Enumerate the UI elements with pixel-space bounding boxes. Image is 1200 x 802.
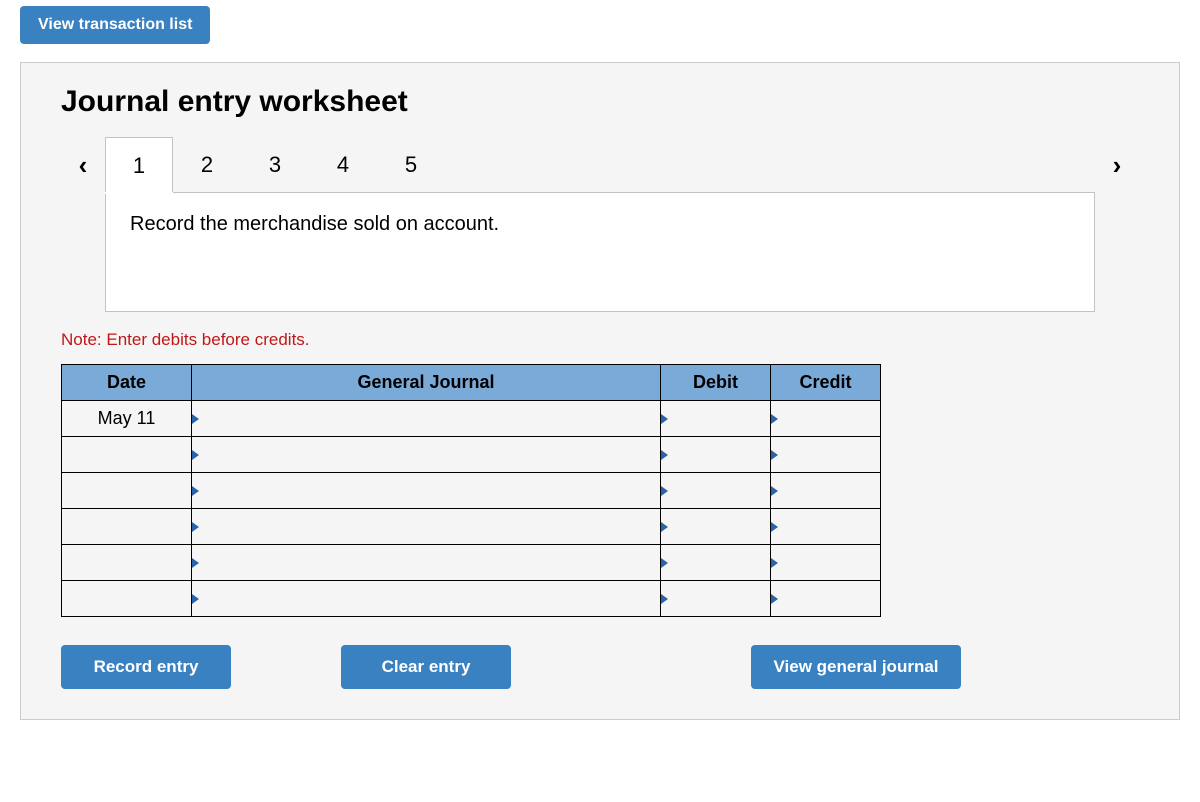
record-entry-button[interactable]: Record entry bbox=[61, 645, 231, 689]
dropdown-marker-icon bbox=[771, 414, 778, 424]
dropdown-marker-icon bbox=[661, 486, 668, 496]
cell-general-journal[interactable] bbox=[192, 509, 661, 545]
dropdown-marker-icon bbox=[771, 558, 778, 568]
dropdown-marker-icon bbox=[661, 522, 668, 532]
cell-debit[interactable] bbox=[661, 509, 771, 545]
table-row: May 11 bbox=[62, 401, 881, 437]
dropdown-marker-icon bbox=[771, 594, 778, 604]
worksheet-tab-row: ‹ 1 2 3 4 5 › bbox=[61, 137, 1139, 193]
dropdown-marker-icon bbox=[192, 594, 199, 604]
dropdown-marker-icon bbox=[192, 486, 199, 496]
cell-date[interactable] bbox=[62, 437, 192, 473]
cell-credit[interactable] bbox=[771, 473, 881, 509]
table-row bbox=[62, 473, 881, 509]
cell-general-journal[interactable] bbox=[192, 401, 661, 437]
tab-5[interactable]: 5 bbox=[377, 137, 445, 193]
tab-nav-next[interactable]: › bbox=[1095, 137, 1139, 193]
journal-entry-table: Date General Journal Debit Credit May 11 bbox=[61, 364, 881, 617]
cell-credit[interactable] bbox=[771, 401, 881, 437]
cell-debit[interactable] bbox=[661, 473, 771, 509]
col-header-general-journal: General Journal bbox=[192, 365, 661, 401]
entry-prompt: Record the merchandise sold on account. bbox=[105, 192, 1095, 312]
table-header-row: Date General Journal Debit Credit bbox=[62, 365, 881, 401]
dropdown-marker-icon bbox=[661, 414, 668, 424]
cell-general-journal[interactable] bbox=[192, 581, 661, 617]
dropdown-marker-icon bbox=[771, 450, 778, 460]
table-row bbox=[62, 437, 881, 473]
dropdown-marker-icon bbox=[771, 522, 778, 532]
cell-date[interactable] bbox=[62, 509, 192, 545]
cell-debit[interactable] bbox=[661, 401, 771, 437]
dropdown-marker-icon bbox=[661, 450, 668, 460]
journal-entry-worksheet-panel: Journal entry worksheet ‹ 1 2 3 4 5 › Re… bbox=[20, 62, 1180, 720]
dropdown-marker-icon bbox=[192, 414, 199, 424]
dropdown-marker-icon bbox=[192, 522, 199, 532]
view-transaction-list-button[interactable]: View transaction list bbox=[20, 6, 210, 44]
dropdown-marker-icon bbox=[661, 594, 668, 604]
cell-date[interactable]: May 11 bbox=[62, 401, 192, 437]
worksheet-title: Journal entry worksheet bbox=[61, 85, 1139, 119]
tab-4[interactable]: 4 bbox=[309, 137, 377, 193]
col-header-debit: Debit bbox=[661, 365, 771, 401]
dropdown-marker-icon bbox=[771, 486, 778, 496]
cell-date[interactable] bbox=[62, 581, 192, 617]
dropdown-marker-icon bbox=[661, 558, 668, 568]
cell-general-journal[interactable] bbox=[192, 473, 661, 509]
cell-general-journal[interactable] bbox=[192, 545, 661, 581]
cell-general-journal[interactable] bbox=[192, 437, 661, 473]
cell-debit[interactable] bbox=[661, 437, 771, 473]
view-general-journal-button[interactable]: View general journal bbox=[751, 645, 961, 689]
cell-date[interactable] bbox=[62, 545, 192, 581]
cell-debit[interactable] bbox=[661, 545, 771, 581]
tab-1[interactable]: 1 bbox=[105, 137, 173, 193]
col-header-credit: Credit bbox=[771, 365, 881, 401]
cell-credit[interactable] bbox=[771, 509, 881, 545]
cell-credit[interactable] bbox=[771, 545, 881, 581]
table-row bbox=[62, 581, 881, 617]
tab-nav-prev[interactable]: ‹ bbox=[61, 137, 105, 193]
cell-date[interactable] bbox=[62, 473, 192, 509]
tab-3[interactable]: 3 bbox=[241, 137, 309, 193]
clear-entry-button[interactable]: Clear entry bbox=[341, 645, 511, 689]
dropdown-marker-icon bbox=[192, 558, 199, 568]
table-row bbox=[62, 509, 881, 545]
action-button-row: Record entry Clear entry View general jo… bbox=[61, 645, 961, 689]
table-row bbox=[62, 545, 881, 581]
col-header-date: Date bbox=[62, 365, 192, 401]
cell-credit[interactable] bbox=[771, 581, 881, 617]
debits-before-credits-note: Note: Enter debits before credits. bbox=[61, 330, 1139, 350]
cell-debit[interactable] bbox=[661, 581, 771, 617]
cell-credit[interactable] bbox=[771, 437, 881, 473]
dropdown-marker-icon bbox=[192, 450, 199, 460]
tab-2[interactable]: 2 bbox=[173, 137, 241, 193]
